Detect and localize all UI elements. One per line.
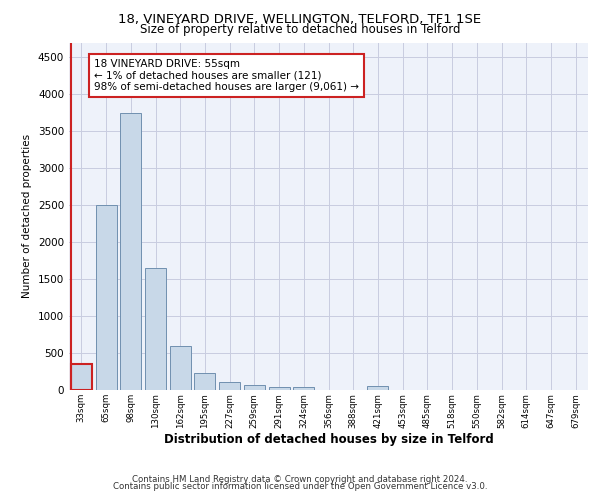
Bar xyxy=(293,386,314,390)
Bar xyxy=(244,385,265,390)
Bar xyxy=(120,112,141,390)
Text: 18, VINEYARD DRIVE, WELLINGTON, TELFORD, TF1 1SE: 18, VINEYARD DRIVE, WELLINGTON, TELFORD,… xyxy=(118,12,482,26)
Text: 18 VINEYARD DRIVE: 55sqm
← 1% of detached houses are smaller (121)
98% of semi-d: 18 VINEYARD DRIVE: 55sqm ← 1% of detache… xyxy=(94,59,359,92)
Y-axis label: Number of detached properties: Number of detached properties xyxy=(22,134,32,298)
Text: Contains HM Land Registry data © Crown copyright and database right 2024.: Contains HM Land Registry data © Crown c… xyxy=(132,475,468,484)
Text: Contains public sector information licensed under the Open Government Licence v3: Contains public sector information licen… xyxy=(113,482,487,491)
Bar xyxy=(367,386,388,390)
Bar xyxy=(95,205,116,390)
Text: Size of property relative to detached houses in Telford: Size of property relative to detached ho… xyxy=(140,22,460,36)
Bar xyxy=(71,364,92,390)
Bar xyxy=(194,373,215,390)
Bar xyxy=(269,386,290,390)
Bar xyxy=(145,268,166,390)
Bar xyxy=(170,346,191,390)
Text: Distribution of detached houses by size in Telford: Distribution of detached houses by size … xyxy=(164,432,494,446)
Bar xyxy=(219,382,240,390)
